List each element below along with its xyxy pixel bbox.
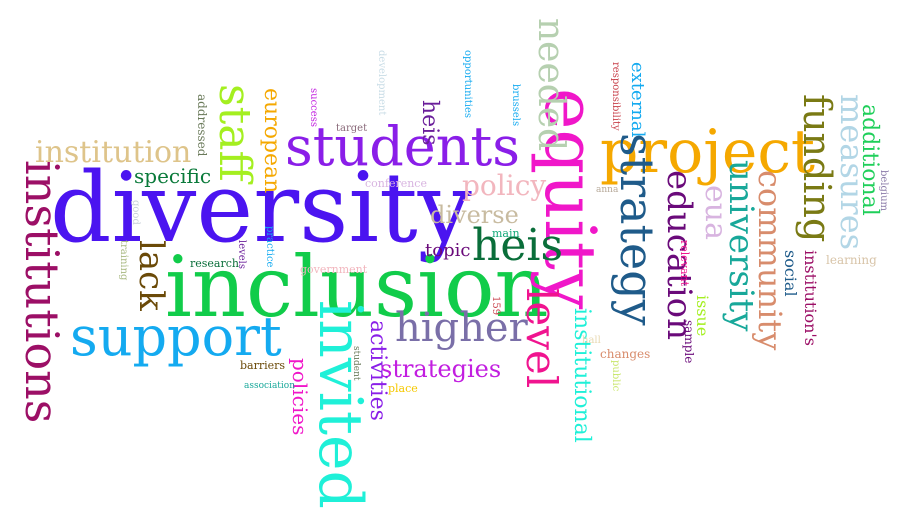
word-student: student: [351, 346, 361, 381]
word-project: project: [600, 117, 816, 187]
word-159: 159: [490, 296, 501, 316]
word-opportunities: opportunities: [462, 50, 473, 118]
word-external: external: [627, 62, 648, 138]
word-needed: needed: [530, 18, 571, 152]
word-policies: policies: [288, 358, 312, 436]
word-conference: conference: [365, 177, 427, 190]
word-staff: staff: [209, 84, 260, 182]
word-strategy: strategy: [610, 133, 664, 326]
word-practice: practice: [264, 226, 275, 268]
word-learning: learning: [826, 253, 877, 267]
word-support: support: [70, 305, 282, 368]
word-funding: funding: [795, 94, 839, 243]
word-sample: sample: [682, 320, 696, 364]
word-place: place: [388, 382, 418, 395]
word-success: success: [308, 88, 319, 127]
word-association: association: [244, 381, 296, 391]
word-additional: additional: [857, 104, 882, 216]
word-addressed: addressed: [195, 94, 209, 157]
word-specific: specific: [134, 164, 212, 188]
word-higher: higher: [395, 305, 528, 351]
word-institution: institution: [35, 135, 192, 170]
word-anna: anna: [596, 185, 619, 195]
word-changes: changes: [600, 347, 651, 361]
word-training: training: [118, 240, 129, 281]
word-inclusion: inclusion: [165, 238, 549, 336]
word-level: level: [517, 288, 566, 389]
word-social: social: [781, 250, 800, 297]
word-brussels: brussels: [510, 84, 521, 127]
word-activities: activities: [365, 320, 390, 421]
word-research: research: [190, 257, 239, 270]
word-european: european: [259, 88, 284, 194]
word-students: students: [285, 115, 520, 178]
word-invited: invited: [305, 300, 375, 509]
word-barriers: barriers: [240, 359, 286, 372]
word-diversity: diversity: [50, 152, 472, 264]
word-main: main: [492, 227, 520, 240]
word-relevant: relevant: [678, 240, 691, 287]
word-responsibility: responsibility: [610, 62, 621, 131]
word-institutions: institutions: [15, 160, 69, 424]
word-diverse: diverse: [430, 201, 519, 229]
word-development: development: [376, 50, 387, 116]
word-target: target: [336, 123, 368, 134]
word-public: public: [610, 360, 621, 392]
word-heis: heis: [472, 220, 564, 271]
word-institutional: institutional: [569, 308, 594, 443]
word-lack: lack: [131, 240, 171, 311]
word-government: government: [300, 263, 368, 276]
word-policy: policy: [462, 169, 547, 202]
word-heis2: heis: [417, 100, 442, 146]
word-issue: issue: [693, 295, 712, 337]
word-strategies: strategies: [380, 355, 502, 383]
word-institutions-possessive: institution's: [801, 250, 820, 347]
word-eua: eua: [698, 185, 733, 240]
word-topic: topic: [425, 240, 471, 261]
word-hall: hall: [582, 335, 601, 346]
word-belgium: belgium: [878, 170, 889, 212]
word-good: good: [130, 200, 141, 225]
